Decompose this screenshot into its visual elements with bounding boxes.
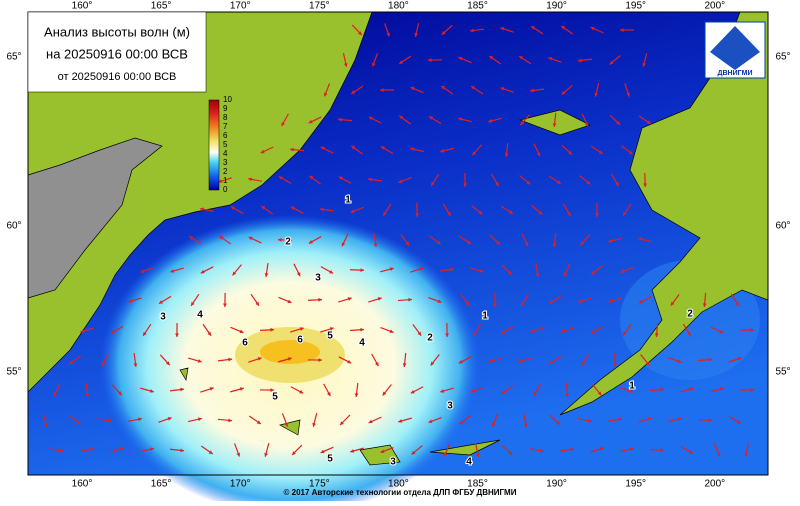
colorbar-label: 4 (223, 149, 228, 158)
lat-label: 55° (775, 367, 790, 378)
contour-label: 5 (327, 331, 333, 342)
title: Анализ высоты волн (м) (44, 24, 190, 39)
lon-label: 180° (388, 1, 409, 12)
lat-label: 65° (775, 52, 790, 63)
issued-time: от 20250916 00:00 ВСВ (58, 71, 177, 83)
contour-label: 3 (390, 457, 396, 468)
lon-label: 190° (546, 1, 567, 12)
lat-label: 65° (6, 52, 21, 63)
lon-label: 170° (230, 479, 251, 490)
contour-label: 3 (447, 401, 453, 412)
contour-label: 5 (272, 392, 278, 403)
lon-label: 195° (625, 479, 646, 490)
lat-label: 55° (6, 367, 21, 378)
contour-label: 4 (359, 338, 365, 349)
colorbar-label: 0 (223, 185, 228, 194)
colorbar (209, 100, 219, 190)
colorbar-label: 6 (223, 131, 228, 140)
colorbar-label: 5 (223, 140, 228, 149)
contour-label: 1 (482, 311, 488, 322)
lon-label: 190° (546, 479, 567, 490)
colorbar-label: 3 (223, 158, 228, 167)
colorbar-label: 2 (223, 167, 228, 176)
lon-label: 170° (230, 1, 251, 12)
lon-label: 200° (704, 1, 725, 12)
lon-label: 160° (72, 479, 93, 490)
lon-label: 200° (704, 479, 725, 490)
colorbar-label: 7 (223, 122, 228, 131)
footer: © 2017 Авторские технологии отдела ДЛП Ф… (284, 488, 517, 497)
contour-label: 4 (466, 457, 472, 468)
contour-label: 6 (242, 338, 248, 349)
lon-label: 165° (151, 1, 172, 12)
contour-label: 2 (427, 333, 433, 344)
contour-label: 6 (297, 335, 303, 346)
contour-label: 3 (160, 312, 166, 323)
contour-label: 1 (629, 381, 635, 392)
contour-label: 5 (327, 454, 333, 465)
colorbar-label: 9 (223, 104, 228, 113)
contour-label: 2 (687, 309, 693, 320)
lat-label: 60° (6, 221, 21, 232)
lon-label: 160° (72, 1, 93, 12)
contour-label: 4 (197, 310, 203, 321)
lon-label: 195° (625, 1, 646, 12)
valid-time: на 20250916 00:00 ВСВ (46, 46, 188, 61)
contour-label: 3 (315, 273, 321, 284)
lon-label: 165° (151, 479, 172, 490)
logo-text: ДВНИГМИ (718, 70, 753, 77)
contour-label: 2 (285, 237, 291, 248)
lon-label: 175° (309, 1, 330, 12)
colorbar-label: 1 (223, 176, 228, 185)
colorbar-label: 8 (223, 113, 228, 122)
lon-label: 185° (467, 1, 488, 12)
colorbar-label: 10 (223, 95, 232, 104)
lat-label: 60° (775, 221, 790, 232)
contour-label: 1 (345, 195, 351, 206)
